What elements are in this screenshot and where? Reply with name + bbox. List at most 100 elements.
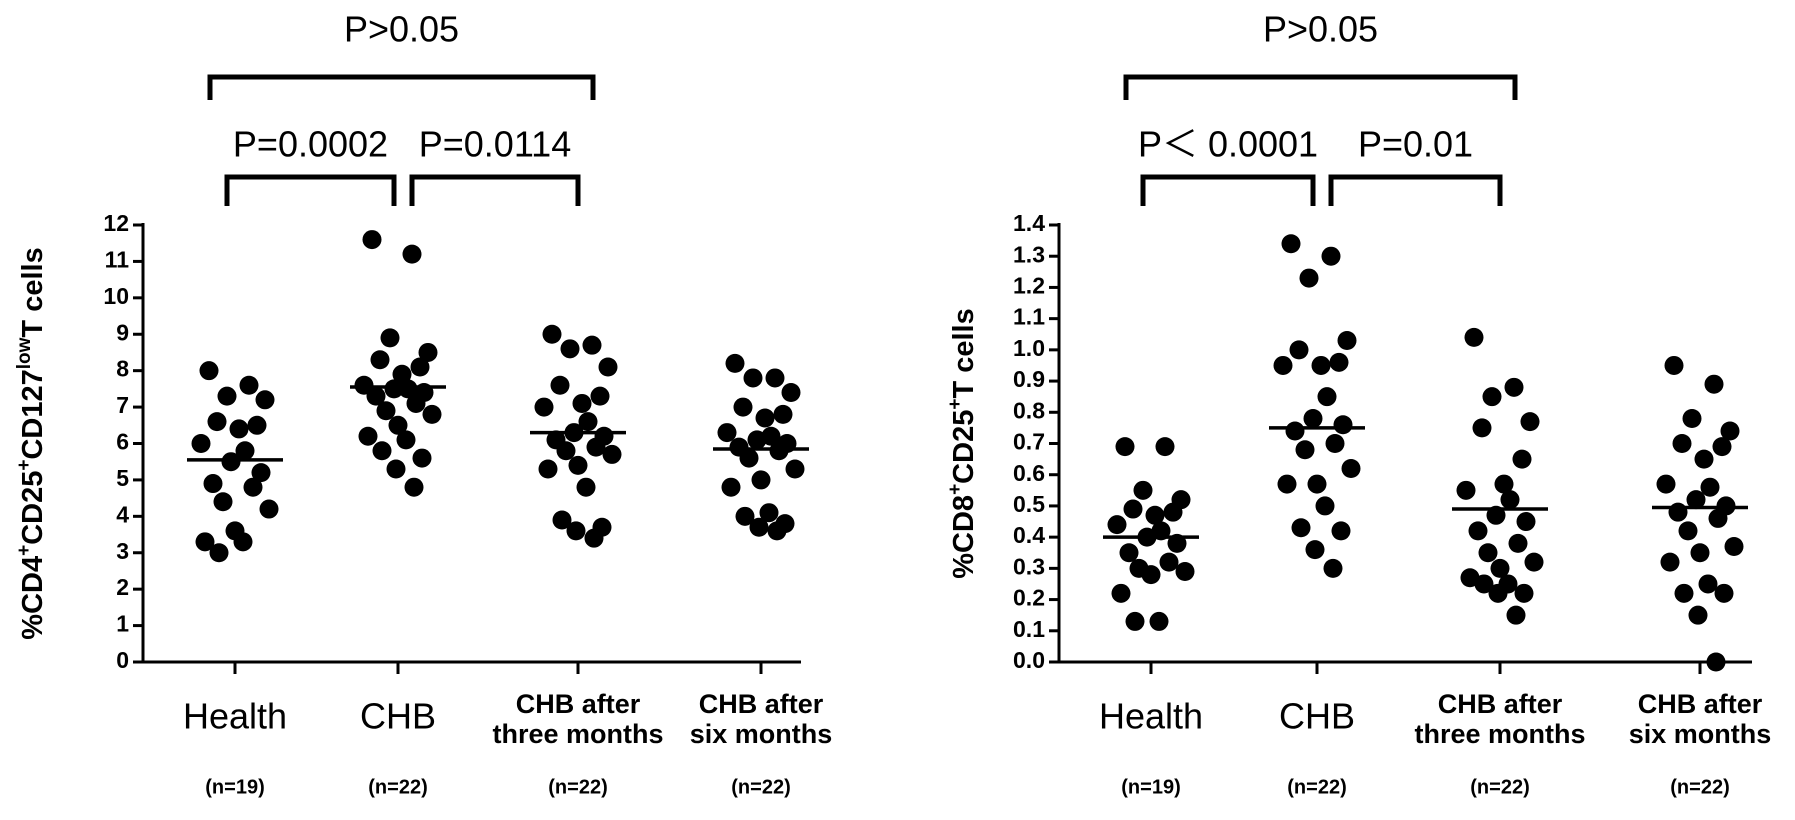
- data-point: [1289, 340, 1309, 360]
- data-point: [1472, 418, 1492, 438]
- data-point: [1682, 409, 1702, 429]
- data-point: [1321, 246, 1341, 266]
- data-point: [1159, 552, 1179, 572]
- data-point: [1478, 543, 1498, 563]
- data-point: [209, 543, 229, 563]
- group-size: (n=19): [205, 776, 264, 798]
- data-point: [235, 441, 255, 461]
- x-tick-label: three months: [492, 719, 663, 749]
- data-point: [735, 506, 755, 526]
- data-point: [1698, 574, 1718, 594]
- data-point: [739, 448, 759, 468]
- data-point: [566, 521, 586, 541]
- data-point: [1720, 421, 1740, 441]
- data-point: [247, 415, 267, 435]
- data-point: [1303, 409, 1323, 429]
- data-point: [229, 419, 249, 439]
- data-point: [1331, 521, 1351, 541]
- data-point: [1688, 605, 1708, 625]
- y-axis-label-part: +: [945, 399, 966, 410]
- data-point: [370, 350, 390, 370]
- x-tick-label: six months: [1629, 719, 1772, 749]
- p-value-label: P>0.05: [344, 9, 459, 50]
- group-size: (n=22): [1670, 776, 1729, 798]
- y-axis-label-part: +: [14, 460, 35, 471]
- data-point: [207, 412, 227, 432]
- data-point: [538, 459, 558, 479]
- y-tick-label: 1.3: [1013, 241, 1045, 267]
- data-point: [1678, 521, 1698, 541]
- data-point: [1672, 434, 1692, 453]
- data-point: [1133, 480, 1153, 500]
- x-tick-label: three months: [1414, 719, 1585, 749]
- data-point: [203, 474, 223, 494]
- y-tick-label: 9: [116, 319, 129, 345]
- y-tick-label: 0.8: [1013, 397, 1045, 423]
- x-tick-label: CHB after: [1438, 689, 1563, 719]
- data-point: [1456, 480, 1476, 500]
- data-point: [1506, 605, 1526, 625]
- y-axis-label-part: CD25: [17, 471, 49, 545]
- data-point: [725, 353, 745, 373]
- data-point: [1724, 537, 1744, 557]
- data-point: [1686, 490, 1706, 510]
- y-axis-label-part: low: [14, 337, 35, 369]
- data-point: [1504, 377, 1524, 397]
- data-point: [404, 477, 424, 497]
- y-tick-label: 5: [116, 465, 129, 491]
- data-point: [755, 408, 775, 428]
- data-point: [384, 379, 404, 399]
- data-point: [1674, 583, 1694, 603]
- p-value-label: P>0.05: [1263, 9, 1378, 50]
- data-point: [1490, 558, 1510, 578]
- data-point: [1149, 611, 1169, 631]
- data-point: [598, 357, 618, 377]
- data-point: [380, 328, 400, 348]
- significance-bracket: [409, 174, 581, 206]
- data-point: [1706, 652, 1726, 672]
- data-point: [217, 386, 237, 406]
- y-axis-label-part: T cells: [948, 308, 980, 398]
- data-point: [372, 441, 392, 461]
- y-tick-label: 12: [103, 210, 129, 236]
- data-point: [199, 361, 219, 381]
- data-point: [1295, 440, 1315, 460]
- data-point: [418, 342, 438, 362]
- data-point: [717, 423, 737, 443]
- data-point: [1474, 574, 1494, 594]
- data-point: [1111, 583, 1131, 603]
- data-point: [1690, 543, 1710, 563]
- data-point: [362, 230, 382, 250]
- data-point: [398, 379, 418, 399]
- p-value-label: P＜ 0.0001: [1138, 124, 1318, 165]
- group-size: (n=22): [548, 776, 607, 798]
- data-point: [1520, 412, 1540, 432]
- p-value-label: P=0.01: [1358, 124, 1473, 165]
- y-tick-label: 0: [116, 647, 129, 673]
- y-tick-label: 0.4: [1013, 522, 1045, 548]
- data-point: [1464, 327, 1484, 347]
- y-tick-label: 1.1: [1013, 304, 1045, 330]
- data-point: [534, 397, 554, 417]
- y-tick-label: 0.3: [1013, 553, 1045, 579]
- data-point: [410, 357, 430, 377]
- data-point: [1508, 533, 1528, 553]
- significance-bracket: [1328, 174, 1503, 206]
- data-point: [1123, 499, 1143, 519]
- y-tick-label: 0.2: [1013, 585, 1045, 611]
- data-point: [1285, 421, 1305, 441]
- data-point: [243, 477, 263, 497]
- data-point: [552, 510, 572, 530]
- data-point: [781, 383, 801, 403]
- y-axis-label-part: %CD8: [948, 495, 980, 579]
- data-point: [1277, 474, 1297, 494]
- data-point: [1175, 561, 1195, 581]
- data-point: [765, 368, 785, 388]
- data-point: [1704, 374, 1724, 394]
- y-tick-label: 1.2: [1013, 273, 1045, 299]
- data-point: [1656, 474, 1676, 494]
- y-tick-label: 6: [116, 429, 129, 455]
- p-value-label: P=0.0002: [233, 124, 388, 165]
- data-point: [1329, 352, 1349, 372]
